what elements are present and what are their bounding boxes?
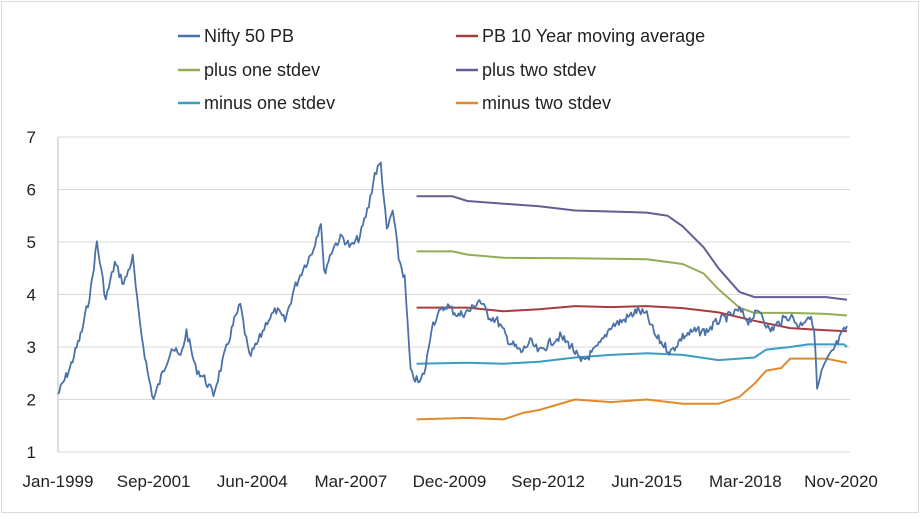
x-tick-label: Nov-2020	[804, 472, 878, 491]
x-tick-label: Sep-2001	[117, 472, 191, 491]
y-tick-label: 7	[27, 128, 36, 147]
legend-label: minus two stdev	[482, 93, 611, 113]
y-tick-label: 3	[27, 338, 36, 357]
series-line-0	[57, 161, 848, 400]
x-tick-label: Mar-2018	[709, 472, 782, 491]
x-tick-label: Mar-2007	[315, 472, 388, 491]
series-line-4	[416, 343, 848, 365]
legend-label: PB 10 Year moving average	[482, 26, 705, 46]
legend-label: plus two stdev	[482, 60, 596, 80]
y-tick-label: 2	[27, 391, 36, 410]
gridlines	[57, 136, 850, 453]
x-axis-ticks: Jan-1999 Sep-2001 Jun-2004 Mar-2007 Dec-2009…	[23, 472, 878, 491]
legend: Nifty 50 PB PB 10 Year moving average plus…	[178, 26, 705, 113]
x-tick-label: Jan-1999	[23, 472, 94, 491]
series-line-2	[416, 250, 848, 317]
x-tick-label: Dec-2009	[413, 472, 487, 491]
y-tick-label: 5	[27, 233, 36, 252]
series-line-5	[416, 357, 848, 421]
x-tick-label: Jun-2015	[611, 472, 682, 491]
y-tick-label: 1	[27, 443, 36, 462]
series-line-3	[416, 195, 848, 301]
legend-label: plus one stdev	[204, 60, 320, 80]
x-tick-label: Sep-2012	[511, 472, 585, 491]
x-tick-label: Jun-2004	[217, 472, 288, 491]
y-tick-label: 4	[27, 286, 36, 305]
y-tick-label: 6	[27, 181, 36, 200]
y-axis-ticks: 1 2 3 4 5 6 7	[27, 128, 36, 462]
series-line-1	[416, 305, 848, 333]
legend-label: minus one stdev	[204, 93, 335, 113]
legend-label: Nifty 50 PB	[204, 26, 294, 46]
chart-frame	[1, 1, 919, 513]
series-lines	[57, 161, 848, 421]
